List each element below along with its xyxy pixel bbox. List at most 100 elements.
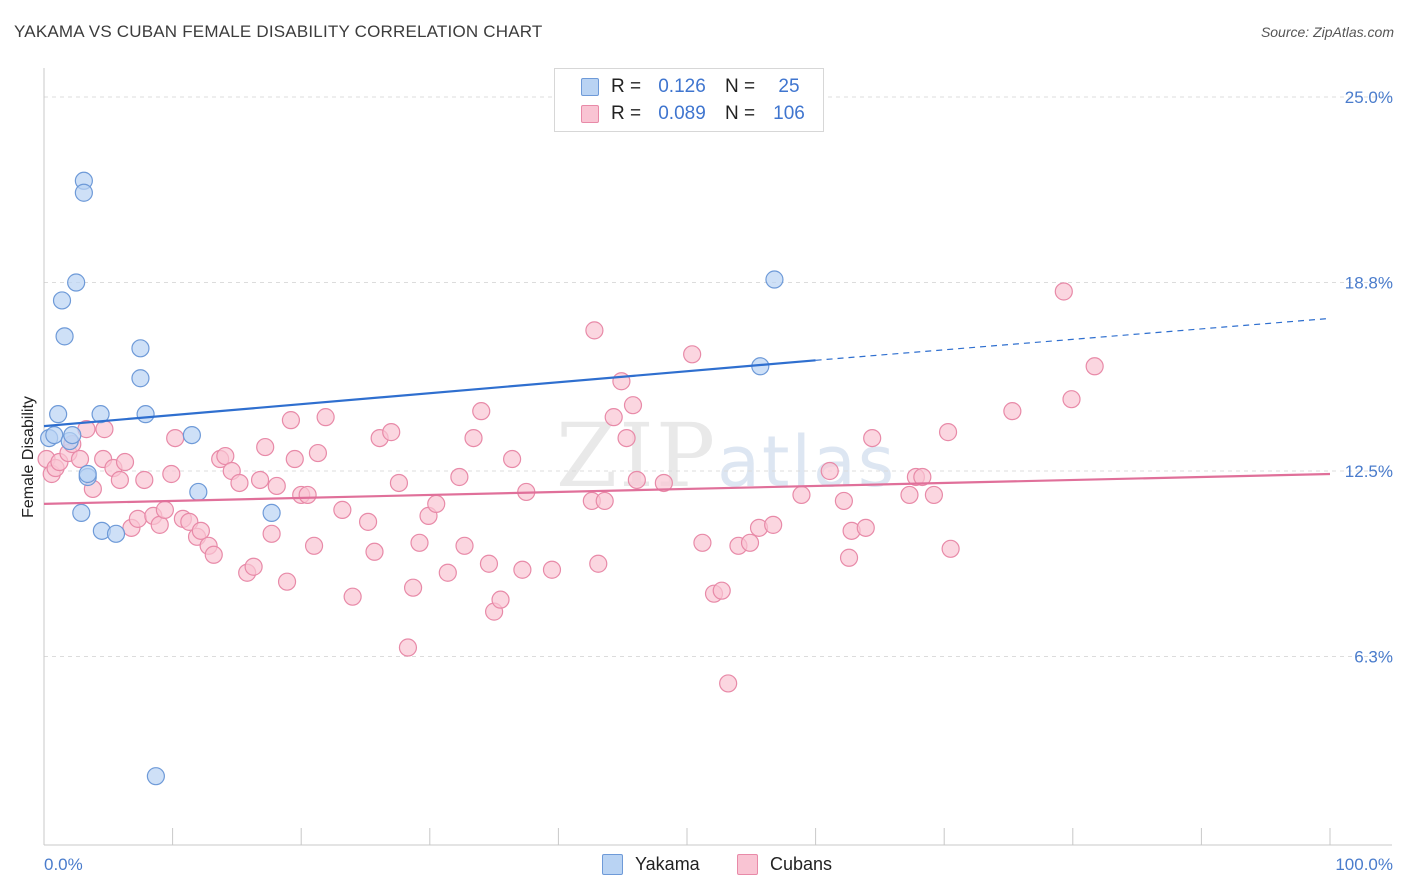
cubans-point <box>913 467 932 487</box>
legend-row-cubans: R = 0.089 N = 106 <box>581 102 809 126</box>
correlation-legend: R = 0.126 N = 25 R = 0.089 N = 106 <box>554 68 824 132</box>
cubans-point <box>166 428 185 448</box>
y-axis-label: Female Disability <box>20 396 37 518</box>
cubans-point <box>1003 402 1022 421</box>
cubans-point <box>216 446 235 466</box>
legend-label-yakama: Yakama <box>635 853 700 874</box>
cubans-point <box>382 423 401 442</box>
yakama-swatch <box>581 78 599 96</box>
cubans-trend-line <box>43 472 1331 506</box>
cubans-point <box>316 408 335 427</box>
cubans-point <box>479 554 499 573</box>
yakama-points <box>40 171 784 786</box>
trend-lines <box>43 317 1331 506</box>
cubans-point <box>403 578 423 597</box>
yakama-point <box>78 464 97 484</box>
cubans-point <box>941 539 960 558</box>
cubans-point <box>298 485 317 505</box>
cubans-point <box>900 485 919 505</box>
r-label: R = <box>611 103 642 124</box>
cubans-point <box>162 464 181 484</box>
tick-labels: 6.3% 12.5% 18.8% 25.0% 0.0% 100.0% <box>44 88 1393 874</box>
cubans-point <box>262 524 281 543</box>
cubans-point <box>204 545 223 564</box>
cubans-point <box>110 470 129 490</box>
yakama-trend-line <box>43 359 816 428</box>
cubans-point <box>491 590 510 609</box>
cubans-point <box>938 423 958 442</box>
yakama-point <box>262 503 281 522</box>
cubans-point <box>70 449 90 469</box>
yakama-trend-extension <box>815 317 1331 361</box>
x-tick-label: 100.0% <box>1335 855 1393 874</box>
cubans-point <box>128 509 147 528</box>
cubans-point <box>450 467 469 487</box>
r-value: 0.126 <box>658 76 706 97</box>
n-value: 25 <box>778 76 800 97</box>
cubans-point <box>820 461 839 481</box>
cubans-point <box>389 473 409 493</box>
y-tick-label: 25.0% <box>1345 88 1393 107</box>
cubans-point <box>503 449 522 469</box>
cubans-point <box>410 533 429 552</box>
cubans-swatch <box>581 105 599 123</box>
cubans-point <box>155 500 174 519</box>
yakama-point <box>55 327 74 346</box>
cubans-point <box>1062 390 1081 409</box>
legend-label-cubans: Cubans <box>770 853 833 874</box>
cubans-point <box>256 437 275 457</box>
cubans-point <box>95 420 114 439</box>
cubans-point <box>464 428 483 448</box>
y-tick-label: 12.5% <box>1345 462 1393 481</box>
cubans-point <box>1085 357 1104 376</box>
cubans-point <box>792 485 811 505</box>
cubans-point <box>472 402 491 421</box>
cubans-point <box>839 548 859 567</box>
cubans-point <box>589 554 608 573</box>
yakama-point <box>72 503 91 522</box>
n-value: 106 <box>773 103 805 124</box>
x-tick-label: 0.0% <box>44 855 83 874</box>
cubans-point <box>277 572 297 591</box>
cubans-point <box>617 428 636 448</box>
yakama-point <box>106 524 126 543</box>
yakama-point <box>189 482 208 502</box>
cubans-point <box>856 518 875 537</box>
cubans-point <box>358 512 378 531</box>
yakama-point <box>136 405 155 424</box>
cubans-point <box>285 449 304 469</box>
yakama-swatch <box>602 853 623 875</box>
cubans-point <box>693 533 712 552</box>
cubans-point <box>623 396 643 415</box>
cubans-point <box>585 321 604 340</box>
cubans-point <box>115 452 135 472</box>
yakama-point <box>182 425 201 445</box>
yakama-point <box>91 405 110 424</box>
cubans-point <box>604 408 623 427</box>
legend-item-yakama: Yakama <box>602 853 700 875</box>
y-tick-label: 18.8% <box>1345 274 1393 293</box>
r-label: R = <box>611 76 642 97</box>
cubans-point <box>764 515 783 534</box>
cubans-point <box>438 563 457 582</box>
y-tick-label: 6.3% <box>1354 648 1393 667</box>
cubans-point <box>627 470 646 490</box>
cubans-point <box>924 485 944 505</box>
cubans-point <box>250 470 270 490</box>
yakama-point <box>52 291 72 310</box>
cubans-point <box>863 428 882 448</box>
chart-title: YAKAMA VS CUBAN FEMALE DISABILITY CORREL… <box>14 22 543 41</box>
cubans-point <box>281 411 301 430</box>
cubans-point <box>333 500 352 519</box>
yakama-point <box>765 270 784 289</box>
yakama-point <box>45 425 64 445</box>
axes <box>43 68 1392 846</box>
yakama-point <box>146 767 165 786</box>
legend-row-yakama: R = 0.126 N = 25 <box>581 75 809 99</box>
cubans-point <box>654 473 673 493</box>
cubans-point <box>398 638 418 657</box>
cubans-point <box>595 491 614 511</box>
cubans-point <box>513 560 532 579</box>
cubans-point <box>244 557 263 576</box>
